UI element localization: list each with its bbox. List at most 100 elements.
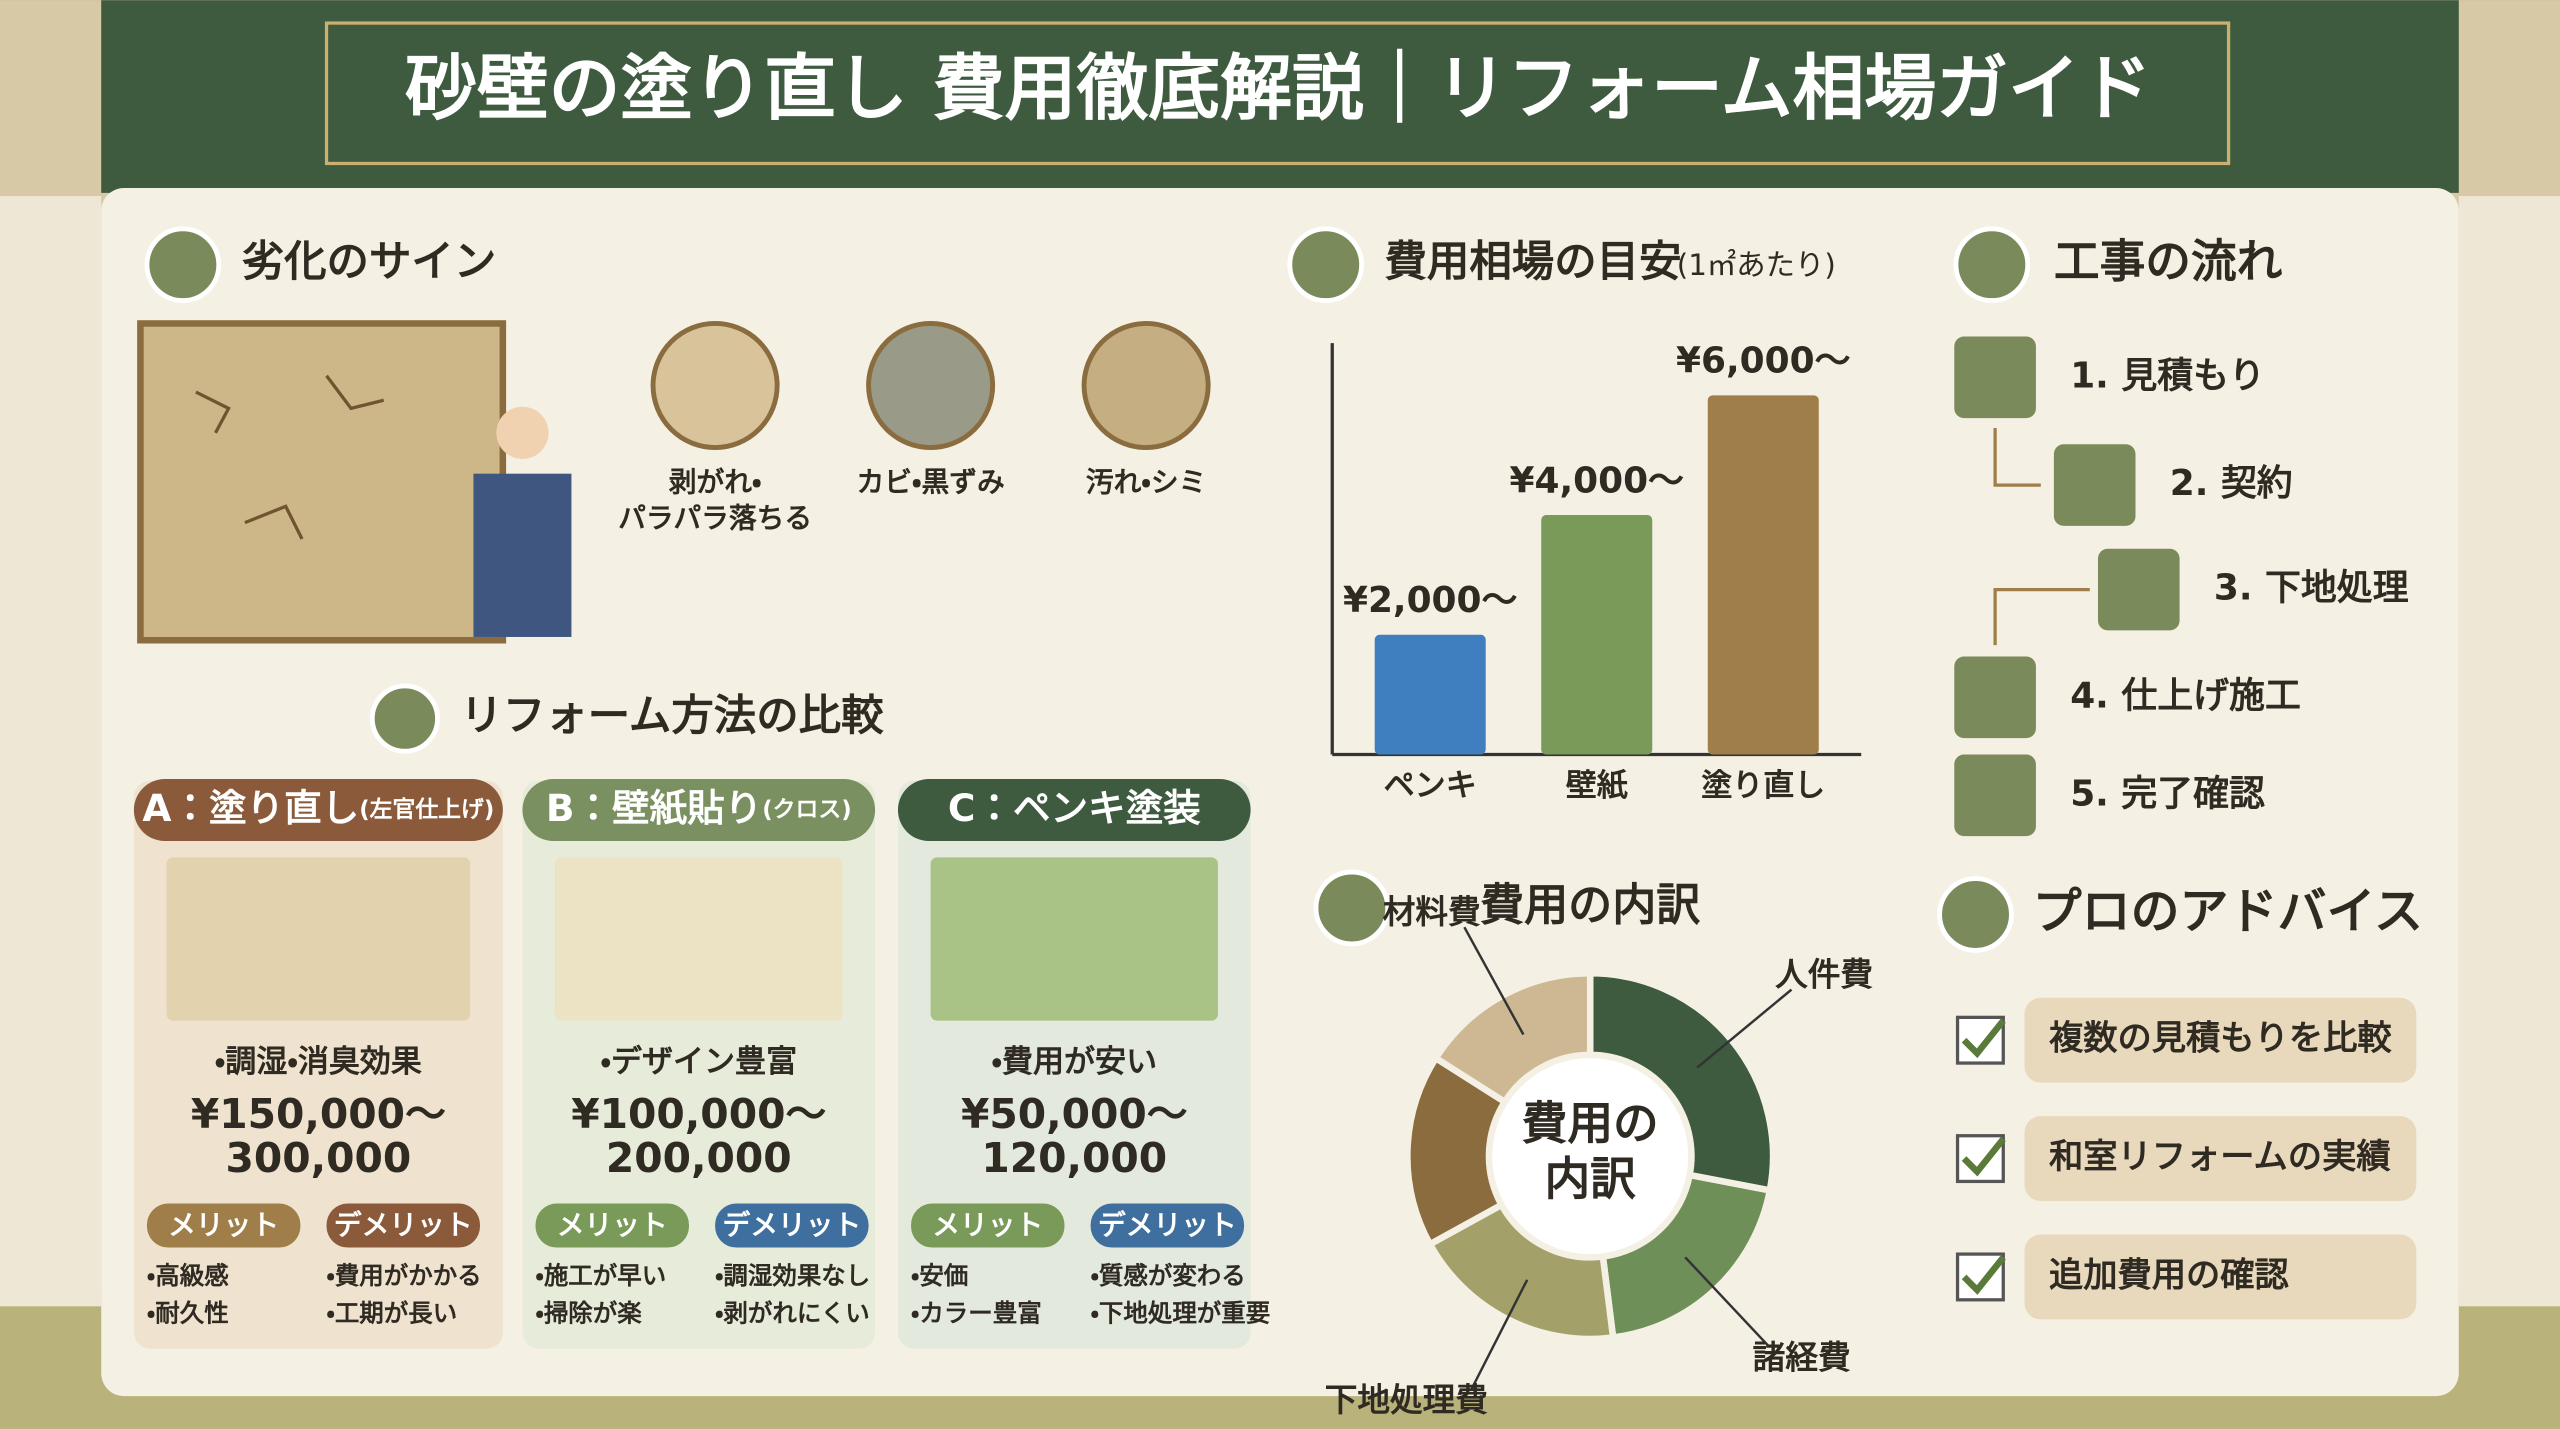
pill-label: メリット	[932, 1208, 1043, 1241]
method-illustration	[166, 857, 471, 1021]
pill	[911, 1203, 1065, 1248]
wall-photo	[137, 320, 507, 644]
method-price: ¥100,000〜	[571, 1090, 826, 1138]
sign-label: 剥がれ・	[669, 465, 762, 498]
point: ・工期が長い	[327, 1298, 458, 1327]
pie-slice	[1599, 1171, 1774, 1342]
header-band	[101, 0, 2459, 193]
pill	[326, 1203, 480, 1248]
x-tick-label: ペンキ	[1384, 768, 1477, 804]
point: ・剥がれにくい	[715, 1298, 870, 1327]
step-label: 3. 下地処理	[2214, 568, 2409, 609]
chart-subtitle: (1㎡あたり)	[1677, 248, 1836, 282]
leader-line	[1463, 926, 1525, 1036]
section-icon	[144, 226, 222, 304]
method-header	[133, 778, 503, 842]
step-label: 1. 見積もり	[2070, 355, 2265, 396]
sign-icon	[650, 321, 780, 451]
advisor-head	[496, 406, 549, 459]
pill	[146, 1203, 301, 1248]
center-label: 内訳	[1544, 1153, 1636, 1206]
method-label: B：壁紙貼り(クロス)	[546, 786, 852, 830]
point: ・高級感	[147, 1261, 229, 1290]
header-frame	[324, 21, 2231, 166]
pie-slice	[1586, 970, 1777, 1195]
bar	[1541, 515, 1653, 755]
section-icon	[1287, 226, 1365, 304]
method-name: B：壁紙貼り	[546, 786, 762, 830]
leader-line	[1470, 1279, 1529, 1390]
method-illustration	[555, 857, 843, 1021]
section-icon	[1937, 876, 2014, 953]
check	[1961, 1136, 2006, 1177]
pill-label: メリット	[168, 1208, 279, 1241]
advice-bubble	[2024, 1116, 2417, 1202]
pill	[715, 1203, 869, 1248]
method-price: ¥50,000〜	[961, 1090, 1188, 1138]
sign-label: 汚れ・シミ	[1086, 465, 1206, 498]
section-title: 費用の内訳	[1480, 880, 1700, 931]
pie-slice	[1404, 1053, 1510, 1249]
method-sub: (左官仕上げ)	[359, 796, 494, 823]
step-icon	[1954, 656, 2036, 739]
value-label: ¥2,000〜	[1343, 580, 1518, 621]
point: ・費用がかかる	[327, 1261, 482, 1290]
pie-slice	[1431, 970, 1594, 1107]
advice-text: 和室リフォームの実績	[2049, 1137, 2391, 1177]
advice-bubble	[2024, 997, 2417, 1083]
step-label: 2. 契約	[2170, 463, 2293, 504]
pill-label: メリット	[557, 1208, 668, 1241]
advice-bubble	[2024, 1234, 2417, 1320]
flow-arrow	[1993, 427, 2090, 646]
check	[1961, 1018, 2006, 1059]
step-icon	[2053, 444, 2136, 526]
sign-label: パラパラ落ちる	[618, 501, 812, 534]
sign-icon	[1081, 321, 1211, 451]
section-title: 費用相場の目安	[1384, 238, 1681, 287]
point: ・下地処理が重要	[1091, 1298, 1271, 1327]
pill-label: デメリット	[334, 1208, 473, 1241]
x-tick-label: 壁紙	[1565, 768, 1628, 804]
method-label: C：ペンキ塗装	[948, 786, 1201, 830]
step-label: 5. 完了確認	[2070, 773, 2265, 814]
step-icon	[1954, 754, 2036, 837]
point: ・施工が早い	[536, 1261, 667, 1290]
slice-label: 諸経費	[1753, 1339, 1851, 1377]
step-label: 4. 仕上げ施工	[2070, 675, 2301, 716]
point: ・安価	[911, 1261, 968, 1290]
method-header	[522, 778, 876, 842]
section-icon	[1313, 869, 1391, 947]
pill-label: デメリット	[722, 1208, 861, 1241]
section-icon	[1953, 226, 2031, 304]
point: ・調湿効果なし	[715, 1261, 870, 1290]
center-label: 費用の	[1522, 1097, 1659, 1150]
method-label: A：塗り直し(左官仕上げ)	[142, 786, 494, 830]
pill-label: デメリット	[1098, 1208, 1237, 1241]
method-price: 120,000	[981, 1134, 1167, 1182]
sign-icon	[866, 321, 996, 451]
step-icon	[1954, 336, 2036, 419]
section-title: 工事の流れ	[2054, 235, 2283, 288]
method-sub: (クロス)	[762, 797, 851, 823]
slice-label: 下地処理費	[1325, 1381, 1489, 1419]
value-label: ¥6,000〜	[1676, 341, 1851, 382]
bar	[1707, 395, 1819, 755]
method-price: ¥150,000〜	[191, 1090, 446, 1138]
pill	[535, 1203, 689, 1248]
method-illustration	[930, 857, 1218, 1021]
advice-text: 追加費用の確認	[2049, 1255, 2290, 1295]
donut-hole	[1492, 1058, 1689, 1255]
step-icon	[2097, 548, 2180, 631]
section-title: リフォーム方法の比較	[460, 692, 884, 741]
pie-slice	[1425, 1200, 1617, 1343]
method-feature: ・費用が安い	[991, 1044, 1157, 1080]
point: ・カラー豊富	[911, 1298, 1042, 1327]
x-tick-label: 塗り直し	[1701, 768, 1825, 804]
slice-label: 人件費	[1775, 956, 1873, 994]
slice-label: 材料費	[1383, 893, 1481, 931]
shoji-left	[0, 196, 102, 1307]
method-price: 200,000	[606, 1134, 792, 1182]
advisor	[473, 473, 572, 637]
leader-line	[1696, 988, 1793, 1069]
